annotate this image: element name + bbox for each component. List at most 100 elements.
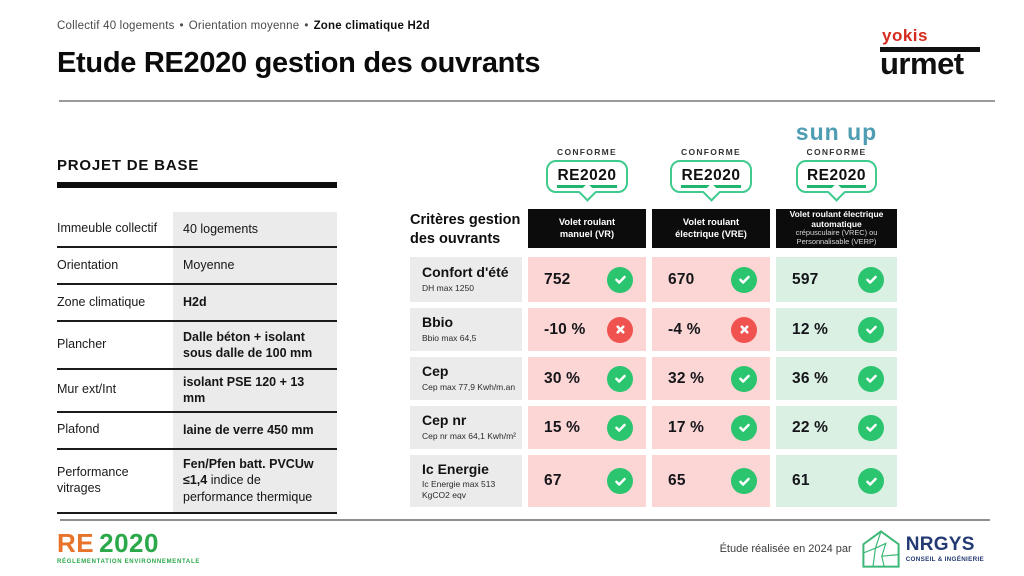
column-subtitle-line: Personnalisable (VERP) <box>796 237 877 247</box>
criteria-threshold: Cep max 77,9 Kwh/m.an <box>422 381 516 392</box>
re2020-re: RE <box>57 528 95 558</box>
value-cell: 36 % <box>776 357 897 400</box>
criteria-name: Cep nr <box>422 412 467 429</box>
column-title-line: automatique <box>811 218 862 229</box>
criteria-label-cell: Cep nr Cep nr max 64,1 Kwh/m² <box>410 406 522 449</box>
value-text: 32 % <box>668 369 705 387</box>
house-icon <box>861 528 901 570</box>
value-text: -4 % <box>668 320 701 338</box>
conforme-label: CONFORME <box>557 147 617 157</box>
value-cell: -10 % <box>528 308 646 351</box>
row-value-text: Dalle béton + isolant sous dalle de 100 … <box>183 329 313 360</box>
conforme-re2020-badge: CONFORME RE2020 <box>652 147 770 202</box>
row-value-text: H2d <box>183 295 207 310</box>
row-value: Dalle béton + isolant sous dalle de 100 … <box>173 322 337 368</box>
value-text: 65 <box>668 472 686 489</box>
conforme-re2020-badge: CONFORME RE2020 <box>776 147 897 202</box>
criteria-row-bbio: Bbio Bbio max 64,5 -10 % -4 % 12 % <box>410 308 897 351</box>
re2020-caption: RÉGLEMENTATION ENVIRONNEMENTALE <box>57 559 201 565</box>
re2020-logo: RE 2020 RÉGLEMENTATION ENVIRONNEMENTALE <box>57 530 200 565</box>
yokis-urmet-logo: yokis urmet <box>880 27 980 79</box>
value-cell: 17 % <box>652 406 770 449</box>
column-title-line: Volet roulant <box>682 216 740 227</box>
row-value: laine de verre 450 mm <box>173 412 337 448</box>
status-icon <box>607 316 633 343</box>
table-row: Plafond laine de verre 450 mm <box>57 412 337 450</box>
table-row: Plancher Dalle béton + isolant sous dall… <box>57 322 337 370</box>
value-text: 36 % <box>792 369 829 387</box>
criteria-threshold: Cep nr max 64,1 Kwh/m² <box>422 430 517 441</box>
conforme-re2020-badge: CONFORME RE2020 <box>528 147 646 202</box>
row-label: Zone climatique <box>57 294 146 309</box>
column-header-vr: Volet roulant manuel (VR) <box>528 209 646 248</box>
status-icon <box>607 414 633 441</box>
value-text: 30 % <box>544 369 581 387</box>
value-text: 597 <box>792 270 819 288</box>
value-cell: 752 <box>528 257 646 302</box>
value-text: 752 <box>544 270 571 288</box>
conforme-label: CONFORME <box>806 147 867 157</box>
row-value: 40 logements <box>173 212 337 246</box>
row-value: isolant PSE 120 + 13 mm <box>173 370 337 411</box>
status-icon <box>731 468 757 494</box>
criteria-name: Ic Energie <box>422 460 489 477</box>
criteria-threshold: Ic Energie max 513 KgCO2 eqv <box>422 479 496 500</box>
row-label: Plancher <box>57 337 107 352</box>
value-cell: 22 % <box>776 406 897 449</box>
status-icon <box>731 365 757 392</box>
re2020-badge-text: RE2020 <box>557 167 617 188</box>
base-project-table: Immeuble collectif 40 logements Orientat… <box>57 212 337 514</box>
check-icon <box>614 374 626 383</box>
row-value-text: laine de verre 450 mm <box>183 422 314 437</box>
check-icon <box>738 374 750 383</box>
column-title-line: manuel (VR) <box>559 228 615 239</box>
column-subtitle-line: crépusculaire (VREC) ou <box>795 228 878 238</box>
nrgys-name: NRGYS <box>905 534 975 555</box>
check-icon <box>738 477 750 486</box>
value-text: 61 <box>792 472 810 489</box>
breadcrumb-item: Orientation moyenne <box>188 20 300 32</box>
value-cell: 597 <box>776 257 897 302</box>
value-text: -10 % <box>544 320 586 338</box>
check-icon <box>865 325 877 334</box>
criteria-row-cep: Cep Cep max 77,9 Kwh/m.an 30 % 32 % 36 % <box>410 357 897 400</box>
value-cell: -4 % <box>652 308 770 351</box>
re2020-year: 2020 <box>99 528 159 558</box>
column-title-line: Volet roulant électrique <box>789 208 884 219</box>
footer-credit: Étude réalisée en 2024 par NRGYS CONSEIL… <box>720 528 984 570</box>
row-value: Fen/Pfen batt. PVCUw ≤1,4 indice de perf… <box>173 449 337 512</box>
conforme-label: CONFORME <box>681 147 741 157</box>
row-label: Mur ext/Int <box>57 382 117 397</box>
row-value-text: Fen/Pfen batt. PVCUw ≤1,4 <box>183 457 314 488</box>
check-icon <box>614 477 626 486</box>
criteria-row-ic-energie: Ic Energie Ic Energie max 513 KgCO2 eqv … <box>410 455 897 507</box>
re2020-wordmark: RE 2020 <box>57 530 200 556</box>
value-cell: 15 % <box>528 406 646 449</box>
status-icon <box>607 468 633 494</box>
check-icon <box>865 423 877 432</box>
row-value-suffix: indice de performance thermique <box>183 473 313 504</box>
column-header-vrec-verp: Volet roulant électrique automatique cré… <box>776 209 897 248</box>
cross-icon <box>615 325 625 334</box>
value-cell: 12 % <box>776 308 897 351</box>
value-cell: 670 <box>652 257 770 302</box>
status-icon <box>858 316 884 343</box>
row-label: Orientation <box>57 257 119 272</box>
nrgys-caption: CONSEIL & INGÉNIERIE <box>905 556 984 563</box>
bullet-separator: • <box>179 20 184 32</box>
table-row: Performance vitrages Fen/Pfen batt. PVCU… <box>57 449 337 514</box>
value-text: 670 <box>668 270 695 288</box>
status-icon <box>607 365 633 392</box>
breadcrumb-item: Collectif 40 logements <box>57 20 175 32</box>
criteria-name: Bbio <box>422 314 454 331</box>
column-header-vre: Volet roulant électrique (VRE) <box>652 209 770 248</box>
column-title-line: électrique (VRE) <box>675 228 747 239</box>
re2020-badge-text: RE2020 <box>681 167 741 188</box>
criteria-label-cell: Bbio Bbio max 64,5 <box>410 308 522 351</box>
status-icon <box>731 266 757 293</box>
value-text: 22 % <box>792 418 829 436</box>
row-value: Moyenne <box>173 248 337 283</box>
status-icon <box>731 316 757 343</box>
table-row: Mur ext/Int isolant PSE 120 + 13 mm <box>57 370 337 413</box>
